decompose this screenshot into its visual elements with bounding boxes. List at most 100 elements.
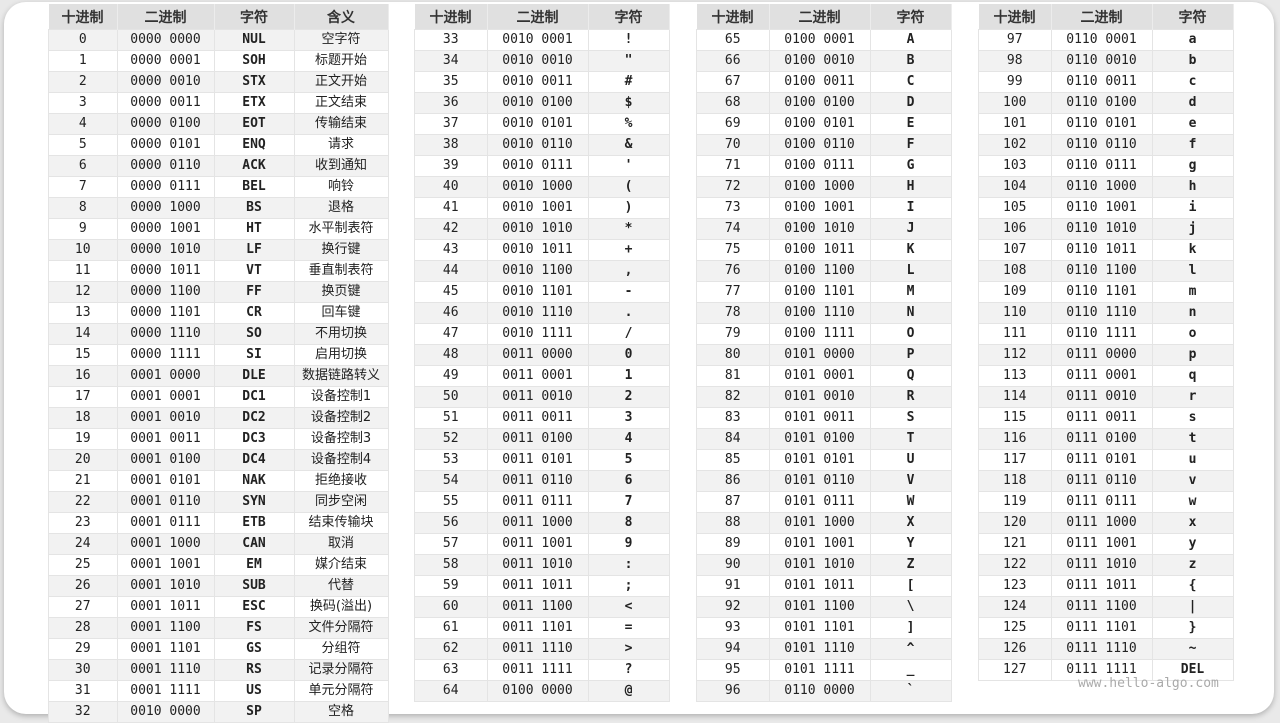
decimal-cell: 107 — [978, 239, 1052, 261]
ascii-table-33-64: 十进制 二进制 字符 33 0010 0001! 34 0010 0010 " 35 001… — [414, 4, 670, 702]
char-cell: g — [1151, 155, 1234, 177]
decimal-cell: 11 — [48, 260, 118, 282]
decimal-cell: 111 — [978, 323, 1052, 345]
table-row: 27 0001 1011 ESC 换码(溢出) — [48, 596, 389, 618]
table-row: 63 0011 1111? — [414, 659, 670, 681]
table-header: 十进制 二进制 字符 — [414, 4, 670, 30]
binary-cell: 0010 0010 — [486, 50, 589, 72]
char-cell: Y — [869, 533, 952, 555]
table-row: 6 0000 0110 ACK 收到通知 — [48, 155, 389, 177]
meaning-cell: 请求 — [293, 134, 389, 156]
table-row: 2 0000 0010 STX 正文开始 — [48, 71, 389, 93]
char-cell: ENQ — [213, 134, 295, 156]
table-row: 44 0010 1100, — [414, 260, 670, 282]
binary-cell: 0101 1010 — [768, 554, 871, 576]
decimal-cell: 125 — [978, 617, 1052, 639]
binary-cell: 0010 0110 — [486, 134, 589, 156]
table-row: 118 0111 0110 v — [978, 470, 1234, 492]
header-binary: 二进制 — [117, 4, 215, 30]
decimal-cell: 36 — [414, 92, 488, 114]
meaning-cell: 单元分隔符 — [293, 680, 389, 702]
table-row: 48 0011 0000 0 — [414, 344, 670, 366]
table-row: 59 0011 1011; — [414, 575, 670, 597]
decimal-cell: 40 — [414, 176, 488, 198]
binary-cell: 0001 0111 — [116, 512, 215, 534]
decimal-cell: 100 — [978, 92, 1052, 114]
binary-cell: 0111 0101 — [1050, 449, 1153, 471]
char-cell: V — [869, 470, 952, 492]
table-row: 67 0100 0011 C — [696, 71, 952, 93]
binary-cell: 0000 0100 — [116, 113, 215, 135]
char-cell: SP — [213, 701, 295, 723]
char-cell: : — [587, 554, 670, 576]
header-binary: 二进制 — [769, 4, 871, 30]
table-row: 4 0000 0100 EOT 传输结束 — [48, 113, 389, 135]
table-row: 110 0110 1110 n — [978, 302, 1234, 324]
decimal-cell: 109 — [978, 281, 1052, 303]
char-cell: b — [1151, 50, 1234, 72]
table-row: 47 0010 1111/ — [414, 323, 670, 345]
decimal-cell: 67 — [696, 71, 770, 93]
char-cell: 9 — [587, 533, 670, 555]
table-row: 0 0000 0000 NUL 空字符 — [48, 29, 389, 51]
char-cell: l — [1151, 260, 1234, 282]
table-row: 68 0100 0100 D — [696, 92, 952, 114]
table-row: 50 0011 0010 2 — [414, 386, 670, 408]
char-cell: DLE — [213, 365, 295, 387]
table-row: 112 0111 0000 p — [978, 344, 1234, 366]
table-row: 100 0110 0100 d — [978, 92, 1234, 114]
char-cell: DC1 — [213, 386, 295, 408]
table-row: 80 0101 0000 P — [696, 344, 952, 366]
char-cell: v — [1151, 470, 1234, 492]
decimal-cell: 41 — [414, 197, 488, 219]
decimal-cell: 123 — [978, 575, 1052, 597]
decimal-cell: 51 — [414, 407, 488, 429]
decimal-cell: 89 — [696, 533, 770, 555]
decimal-cell: 124 — [978, 596, 1052, 618]
decimal-cell: 127 — [978, 659, 1052, 681]
decimal-cell: 94 — [696, 638, 770, 660]
binary-cell: 0110 0101 — [1050, 113, 1153, 135]
ascii-table-0-32: 十进制 二进制 字符 含义 0 0000 0000 NUL 空字符 1 0000 0001… — [48, 4, 389, 723]
binary-cell: 0100 0011 — [768, 71, 871, 93]
binary-cell: 0110 1011 — [1050, 239, 1153, 261]
decimal-cell: 18 — [48, 407, 118, 429]
char-cell: BEL — [213, 176, 295, 198]
binary-cell: 0100 0101 — [768, 113, 871, 135]
binary-cell: 0101 0110 — [768, 470, 871, 492]
char-cell: 0 — [587, 344, 670, 366]
table-row: 109 0110 1101 m — [978, 281, 1234, 303]
table-row: 75 0100 1011 K — [696, 239, 952, 261]
char-cell: K — [869, 239, 952, 261]
meaning-cell: 正文结束 — [293, 92, 389, 114]
binary-cell: 0001 1010 — [116, 575, 215, 597]
header-char: 字符 — [588, 4, 670, 30]
char-cell: C — [869, 71, 952, 93]
binary-cell: 0000 0110 — [116, 155, 215, 177]
table-row: 114 0111 0010 r — [978, 386, 1234, 408]
char-cell: P — [869, 344, 952, 366]
table-row: 57 0011 1001 9 — [414, 533, 670, 555]
decimal-cell: 62 — [414, 638, 488, 660]
char-cell: s — [1151, 407, 1234, 429]
binary-cell: 0000 1000 — [116, 197, 215, 219]
binary-cell: 0010 0001 — [486, 29, 589, 51]
decimal-cell: 53 — [414, 449, 488, 471]
decimal-cell: 91 — [696, 575, 770, 597]
binary-cell: 0110 1001 — [1050, 197, 1153, 219]
char-cell: 3 — [587, 407, 670, 429]
decimal-cell: 16 — [48, 365, 118, 387]
decimal-cell: 48 — [414, 344, 488, 366]
decimal-cell: 8 — [48, 197, 118, 219]
decimal-cell: 66 — [696, 50, 770, 72]
binary-cell: 0111 0100 — [1050, 428, 1153, 450]
meaning-cell: 收到通知 — [293, 155, 389, 177]
binary-cell: 0010 0000 — [116, 701, 215, 723]
binary-cell: 0110 1100 — [1050, 260, 1153, 282]
meaning-cell: 传输结束 — [293, 113, 389, 135]
table-row: 73 0100 1001 I — [696, 197, 952, 219]
char-cell: p — [1151, 344, 1234, 366]
table-row: 79 0100 1111 O — [696, 323, 952, 345]
binary-cell: 0100 0000 — [486, 680, 589, 702]
table-row: 1 0000 0001 SOH 标题开始 — [48, 50, 389, 72]
